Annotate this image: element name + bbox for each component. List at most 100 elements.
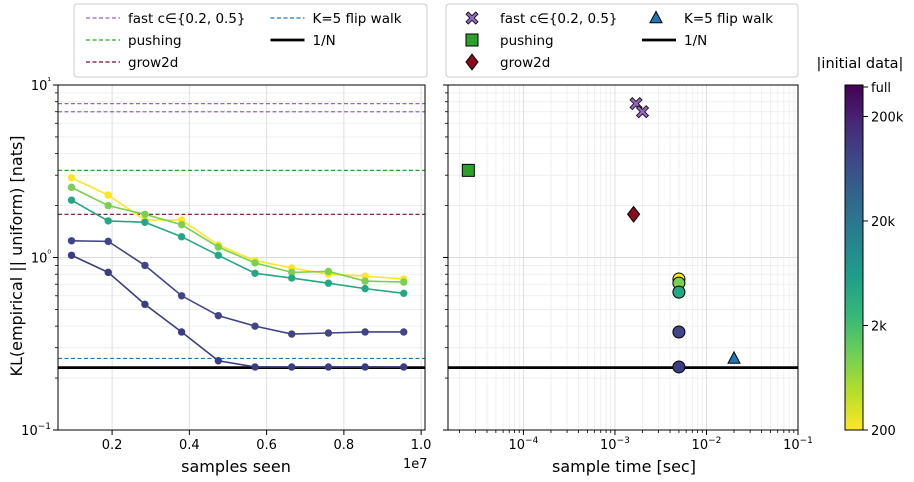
- colorbar-tick-label: 200k: [871, 110, 904, 125]
- left-x-offset-label: 1e7: [403, 457, 428, 472]
- series-point-2k: [104, 201, 112, 210]
- legend-entry-label: fast c∈{0.2, 0.5}: [128, 11, 246, 27]
- point-circle-marker: [672, 325, 686, 339]
- series-point-2k: [400, 278, 408, 286]
- series-point-2k: [288, 268, 296, 277]
- series-point-2k: [177, 220, 186, 229]
- series-line-2k: [71, 186, 404, 283]
- left-axes-frame: [57, 84, 426, 431]
- series-point-20k: [400, 289, 408, 298]
- series-point-200: [67, 174, 76, 182]
- point-circle-marker: [672, 360, 686, 374]
- left-x-tick-label: 0.2: [102, 438, 123, 453]
- legend-entry-label: grow2d: [500, 55, 550, 71]
- right-plot-panel: 10−4 10−3 10−2 10−1: [443, 84, 813, 453]
- series-point-20k: [67, 196, 76, 204]
- series-point-20k: [251, 269, 259, 277]
- series-point-200: [104, 191, 112, 199]
- legend-frame: [445, 3, 799, 78]
- series-point-full: [400, 363, 408, 371]
- colorbar-tick-label: 200: [871, 424, 896, 439]
- legend-marker-square: [465, 33, 479, 47]
- left-x-tick-label: 0.6: [256, 438, 277, 453]
- series-point-full: [361, 363, 369, 371]
- series-point-200k: [177, 292, 186, 300]
- legend-entry-label: pushing: [128, 33, 182, 49]
- colorbar-tick-label: full: [871, 81, 891, 96]
- series-point-20k: [104, 217, 112, 225]
- left-y-tick-label: 10¹: [31, 77, 52, 94]
- series-point-200k: [214, 311, 223, 320]
- legend-marker-diamond: [465, 53, 479, 71]
- series-point-20k: [288, 274, 296, 282]
- left-legend-box: fast c∈{0.2, 0.5} pushing grow2d K=5 flip w…: [73, 3, 428, 78]
- legend-entry-label: pushing: [500, 33, 554, 49]
- point-square-marker: [461, 163, 475, 177]
- point-diamond-marker: [626, 205, 641, 223]
- series-point-2k: [141, 210, 149, 219]
- legend-entry-label: K=5 flip walk: [684, 11, 773, 27]
- series-point-full: [104, 268, 112, 277]
- left-plot-panel: 10−1 10⁰ 10¹ 0.2 0.4 0.6 0.8 1.0: [21, 77, 431, 453]
- series-point-200k: [288, 330, 296, 338]
- series-line-20k: [71, 199, 404, 295]
- series-point-200k: [361, 328, 369, 336]
- series-point-full: [324, 363, 333, 371]
- series-point-200k: [251, 322, 259, 330]
- series-point-200k: [141, 261, 149, 270]
- legend-entry-label: 1/N: [684, 33, 707, 49]
- left-x-tick-label: 0.8: [334, 438, 355, 453]
- legend-entry-label: K=5 flip walk: [313, 11, 402, 27]
- series-point-200k: [67, 237, 76, 245]
- legend-entry-label: 1/N: [313, 33, 336, 49]
- series-point-2k: [324, 267, 333, 276]
- right-axes-frame: [447, 84, 799, 431]
- legend-marker-X: [465, 11, 479, 25]
- point-circle-marker: [672, 285, 686, 299]
- series-point-20k: [141, 218, 149, 226]
- colorbar: full 200k 20k 2k 200: [844, 81, 904, 439]
- series-point-200k: [400, 328, 408, 336]
- right-x-tick-label: 10−2: [692, 436, 722, 453]
- colorbar-bar: [844, 84, 864, 431]
- right-x-tick-label: 10−1: [783, 436, 813, 453]
- colorbar-tick-label: 20k: [871, 215, 896, 230]
- legend-entry-label: fast c∈{0.2, 0.5}: [500, 11, 618, 27]
- series-line-200: [71, 177, 404, 280]
- left-x-tick-label: 0.4: [179, 438, 200, 453]
- legend-frame: [73, 3, 428, 78]
- right-x-tick-label: 10−4: [508, 436, 538, 453]
- left-y-tick-label: 10⁰: [31, 250, 52, 267]
- left-y-tick-label: 10−1: [21, 422, 51, 439]
- series-line-full: [71, 254, 404, 368]
- series-point-2k: [361, 277, 369, 285]
- series-point-200k: [104, 237, 112, 246]
- series-point-200k: [324, 329, 333, 337]
- series-point-20k: [214, 251, 223, 259]
- left-x-tick-label: 1.0: [411, 438, 432, 453]
- right-xlabel: sample time [sec]: [552, 457, 696, 476]
- series-point-full: [251, 363, 259, 371]
- series-point-2k: [214, 243, 223, 251]
- series-point-2k: [67, 183, 76, 192]
- series-point-full: [141, 300, 149, 309]
- legend-entry-label: grow2d: [128, 55, 178, 71]
- series-line-200k: [71, 239, 404, 335]
- colorbar-tick-label: 2k: [871, 319, 887, 334]
- right-x-tick-label: 10−3: [600, 436, 630, 453]
- point-triangle-marker: [727, 350, 741, 364]
- legend-marker-triangle: [649, 10, 663, 24]
- series-point-full: [67, 251, 76, 259]
- left-ylabel: KL(empirical || uniform) [nats]: [7, 135, 26, 376]
- colorbar-title: |initial data|: [817, 56, 904, 72]
- series-point-20k: [361, 284, 369, 293]
- series-point-full: [214, 357, 223, 365]
- series-point-full: [177, 328, 186, 336]
- left-xlabel: samples seen: [181, 457, 291, 476]
- point-X-marker: [635, 105, 650, 119]
- series-point-2k: [251, 259, 259, 267]
- series-point-full: [288, 363, 296, 371]
- series-point-20k: [324, 279, 333, 287]
- right-legend-box: fast c∈{0.2, 0.5} pushing grow2d K=5 flip w…: [445, 3, 799, 78]
